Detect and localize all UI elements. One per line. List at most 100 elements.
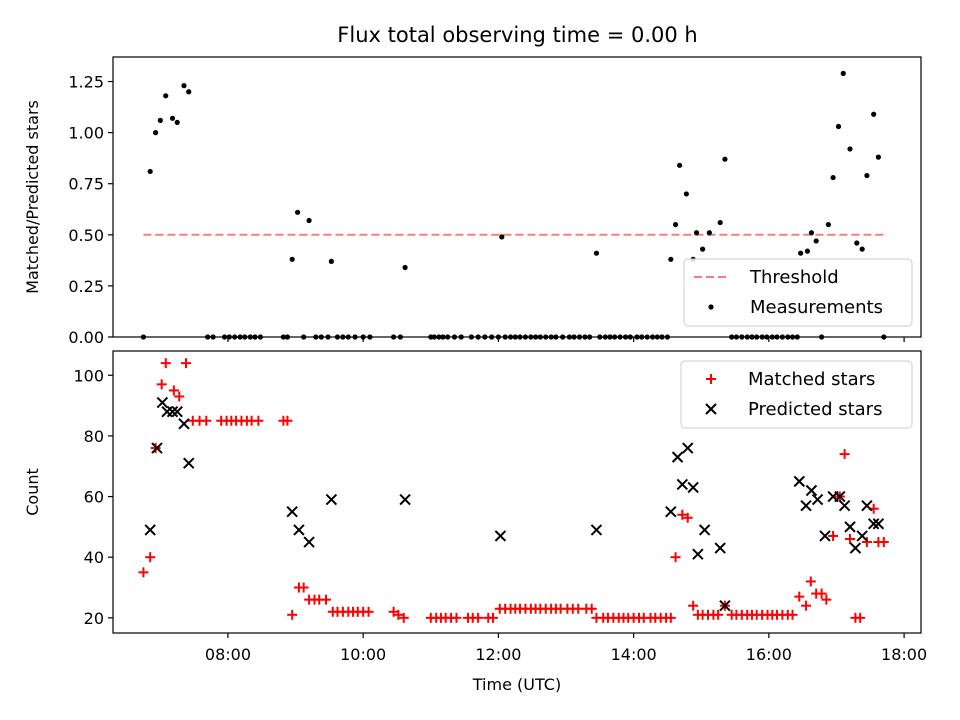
matched-star-marker	[393, 609, 404, 620]
marker-stroke	[144, 524, 156, 536]
measurement-point	[739, 334, 745, 340]
measurement-point	[528, 334, 534, 340]
predicted-star-marker	[671, 451, 684, 463]
predicted-star-marker	[844, 521, 856, 533]
measurement-point	[560, 334, 566, 340]
predicted-star-marker	[293, 524, 305, 536]
measurement-point	[397, 334, 403, 340]
predicted-star-marker	[800, 499, 812, 512]
measurement-point	[759, 334, 765, 340]
marker-stroke	[834, 490, 846, 503]
matched-star-marker	[253, 415, 264, 426]
measurement-point	[639, 334, 645, 340]
measurement-point	[522, 334, 529, 340]
measurement-point	[847, 146, 853, 152]
measurement-point	[517, 334, 523, 340]
legend-box	[683, 258, 913, 327]
y-axis-label: Matched/Predicted stars	[23, 100, 42, 294]
marker-stroke	[151, 442, 163, 454]
matched-star-marker	[821, 594, 832, 605]
y-tick-label: 20	[84, 609, 104, 628]
measurement-point	[226, 334, 232, 340]
predicted-star-marker	[714, 542, 726, 554]
marker-stroke	[494, 530, 507, 542]
measurement-point	[157, 117, 163, 123]
matched-star-marker	[586, 603, 597, 614]
matched-star-marker	[828, 530, 839, 541]
legend-box	[680, 360, 913, 429]
measurement-point	[871, 111, 877, 117]
marker-stroke	[687, 481, 699, 494]
marker-stroke	[671, 451, 684, 463]
predicted-star-marker	[872, 518, 885, 530]
matched-star-marker	[174, 391, 185, 402]
measurement-point	[825, 221, 831, 228]
measurement-point	[749, 334, 755, 340]
marker-stroke	[676, 478, 689, 491]
marker-stroke	[178, 418, 190, 430]
matched-star-marker	[156, 379, 167, 390]
measurement-point	[744, 334, 750, 340]
measurement-point	[835, 123, 842, 130]
measurement-point	[334, 334, 341, 340]
measurement-point	[659, 334, 665, 340]
measurement-point	[864, 172, 870, 179]
measurement-point	[301, 334, 307, 340]
predicted-star-marker	[719, 600, 731, 612]
measurement-point	[566, 334, 573, 340]
predicted-star-marker	[811, 493, 824, 506]
marker-stroke	[665, 506, 677, 518]
matched-star-marker	[787, 609, 798, 620]
measurement-point	[537, 334, 543, 340]
measurement-point	[431, 334, 437, 340]
legend-threshold-label: Threshold	[749, 267, 839, 288]
legend-measurement-label: Measurements	[750, 297, 883, 318]
measurement-point	[677, 162, 683, 168]
measurement-point	[668, 256, 674, 262]
legend-predicted-swatch	[705, 403, 717, 415]
matched-star-marker	[181, 358, 192, 369]
measurement-point	[237, 334, 243, 340]
matched-star-marker	[487, 612, 498, 623]
measurement-point	[169, 115, 176, 121]
top-axes-matched-predicted-ratio: 0.00 0.25 0.50 0.75 1.00 1.25 Matched/Predicte…	[23, 56, 922, 347]
predicted-star-marker	[793, 475, 806, 488]
measurement-point	[532, 334, 539, 340]
marker-stroke	[166, 405, 179, 418]
measurement-point	[587, 334, 593, 340]
predicted-star-marker	[166, 405, 179, 418]
matched-star-marker	[878, 537, 889, 548]
measurement-point	[402, 264, 408, 271]
measurement-point	[174, 119, 180, 126]
predicted-star-marker	[494, 530, 507, 542]
predicted-star-marker	[325, 493, 338, 506]
matched-star-marker	[451, 612, 462, 623]
predicted-star-marker	[867, 518, 880, 530]
measurement-point	[507, 334, 514, 340]
measurement-point	[859, 246, 865, 252]
measurement-point	[482, 334, 488, 340]
measurement-point	[440, 334, 446, 340]
measurement-point	[664, 334, 671, 340]
measurement-point	[232, 334, 238, 340]
measurement-point	[571, 334, 577, 340]
chart-title: Flux total observing time = 0.00 h	[337, 23, 697, 47]
measurement-point	[512, 334, 518, 340]
measurement-point	[627, 334, 633, 340]
measurement-point	[617, 334, 623, 340]
measurement-point	[672, 221, 679, 228]
legend-matched-label: Matched stars	[748, 369, 875, 390]
predicted-star-marker	[590, 524, 603, 536]
predicted-star-marker	[286, 506, 298, 518]
measurement-point	[593, 250, 600, 256]
marker-stroke	[682, 442, 694, 454]
marker-stroke	[811, 493, 824, 506]
measurement-point	[140, 334, 147, 340]
predicted-star-marker	[698, 524, 711, 536]
measurement-point	[622, 334, 629, 340]
matched-star-marker	[168, 385, 179, 396]
predicted-star-marker	[687, 481, 699, 494]
measurement-point	[649, 334, 656, 340]
predicted-star-marker	[144, 524, 156, 536]
